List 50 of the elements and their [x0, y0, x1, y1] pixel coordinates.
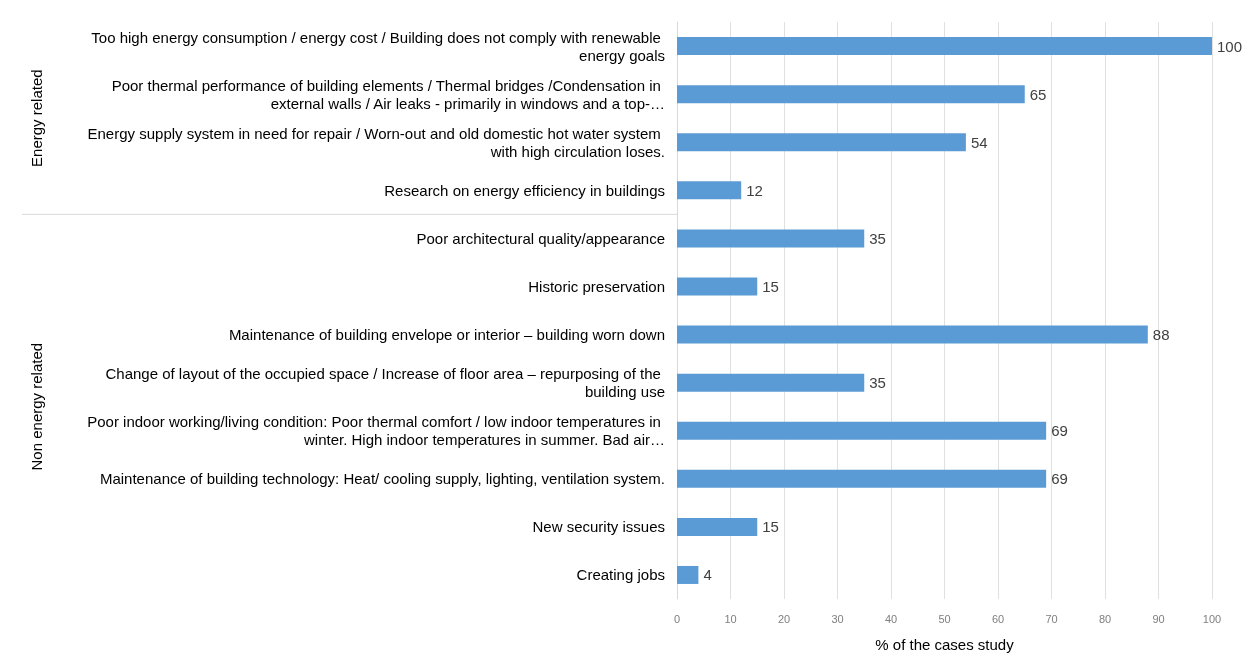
x-tick-label: 80 — [1098, 612, 1112, 625]
bar — [677, 421, 1047, 440]
x-tick-label: 40 — [884, 612, 898, 625]
data-label: 15 — [762, 518, 779, 536]
x-tick-label: 30 — [831, 612, 844, 625]
y-tick-label: New security issues — [532, 518, 665, 536]
data-label: 88 — [1152, 326, 1170, 344]
x-tick-label: 20 — [777, 612, 791, 625]
x-tick-label: 10 — [724, 612, 737, 625]
text: Non energy related — [27, 342, 45, 471]
bar — [677, 373, 865, 392]
bar — [677, 229, 865, 248]
y-tick-label: Poor thermal performance of building elements / Thermal bridges /Condensation in external walls / Air leaks - primarily in windows and a top-… — [111, 76, 665, 112]
bar — [677, 37, 1212, 56]
text: Energy related — [27, 69, 45, 167]
y-tick-label: Maintenance of building technology: Heat/ cooling supply, lighting, ventilation system. — [99, 470, 665, 488]
y-tick-label: Change of layout of the occupied space / Increase of floor area – repurposing of the building use — [105, 365, 665, 401]
bar — [677, 181, 742, 200]
x-tick-label: 60 — [991, 612, 1005, 625]
bar — [677, 469, 1047, 488]
x-tick-label: 0 — [673, 612, 681, 625]
x-tick-label: 100 — [1202, 612, 1222, 625]
bar — [677, 517, 758, 536]
x-axis-title: % of the cases study — [875, 636, 1015, 653]
y-tick-label: Research on energy efficiency in buildings — [384, 181, 665, 199]
y-tick-label: Poor indoor working/living condition: Poor thermal comfort / low indoor temperatures in winter. High indoor temperatures in summer. Bad air… — [87, 413, 665, 449]
data-label: 69 — [1051, 470, 1068, 488]
y-tick-label: Energy supply system in need for repair / Worn-out and old domestic hot water system with high circulation loses. — [87, 124, 665, 160]
y-tick-label: Creating jobs — [576, 566, 665, 584]
data-label: 35 — [869, 374, 886, 392]
y-tick-label: Poor architectural quality/appearance — [416, 229, 665, 247]
y-tick-label: Maintenance of building envelope or interior – building worn down — [228, 326, 665, 344]
bar — [677, 565, 699, 584]
bar — [677, 277, 758, 296]
data-label: 65 — [1029, 85, 1047, 103]
data-label: 69 — [1051, 422, 1068, 440]
x-tick-label: 90 — [1152, 612, 1165, 625]
data-label: 4 — [703, 566, 712, 584]
x-tick-label: 70 — [1045, 612, 1058, 625]
bar — [677, 133, 966, 152]
y-tick-label: Too high energy consumption / energy cost / Building does not comply with renewable energy goals — [91, 28, 665, 64]
data-label: 15 — [762, 277, 779, 295]
x-tick-label: 50 — [938, 612, 951, 625]
data-label: 100 — [1217, 37, 1243, 55]
data-label: 54 — [970, 133, 988, 151]
data-label: 35 — [869, 229, 886, 247]
y-tick-label: Historic preservation — [528, 277, 665, 295]
data-label: 12 — [746, 181, 763, 199]
bar — [677, 325, 1148, 344]
bar — [677, 85, 1025, 104]
